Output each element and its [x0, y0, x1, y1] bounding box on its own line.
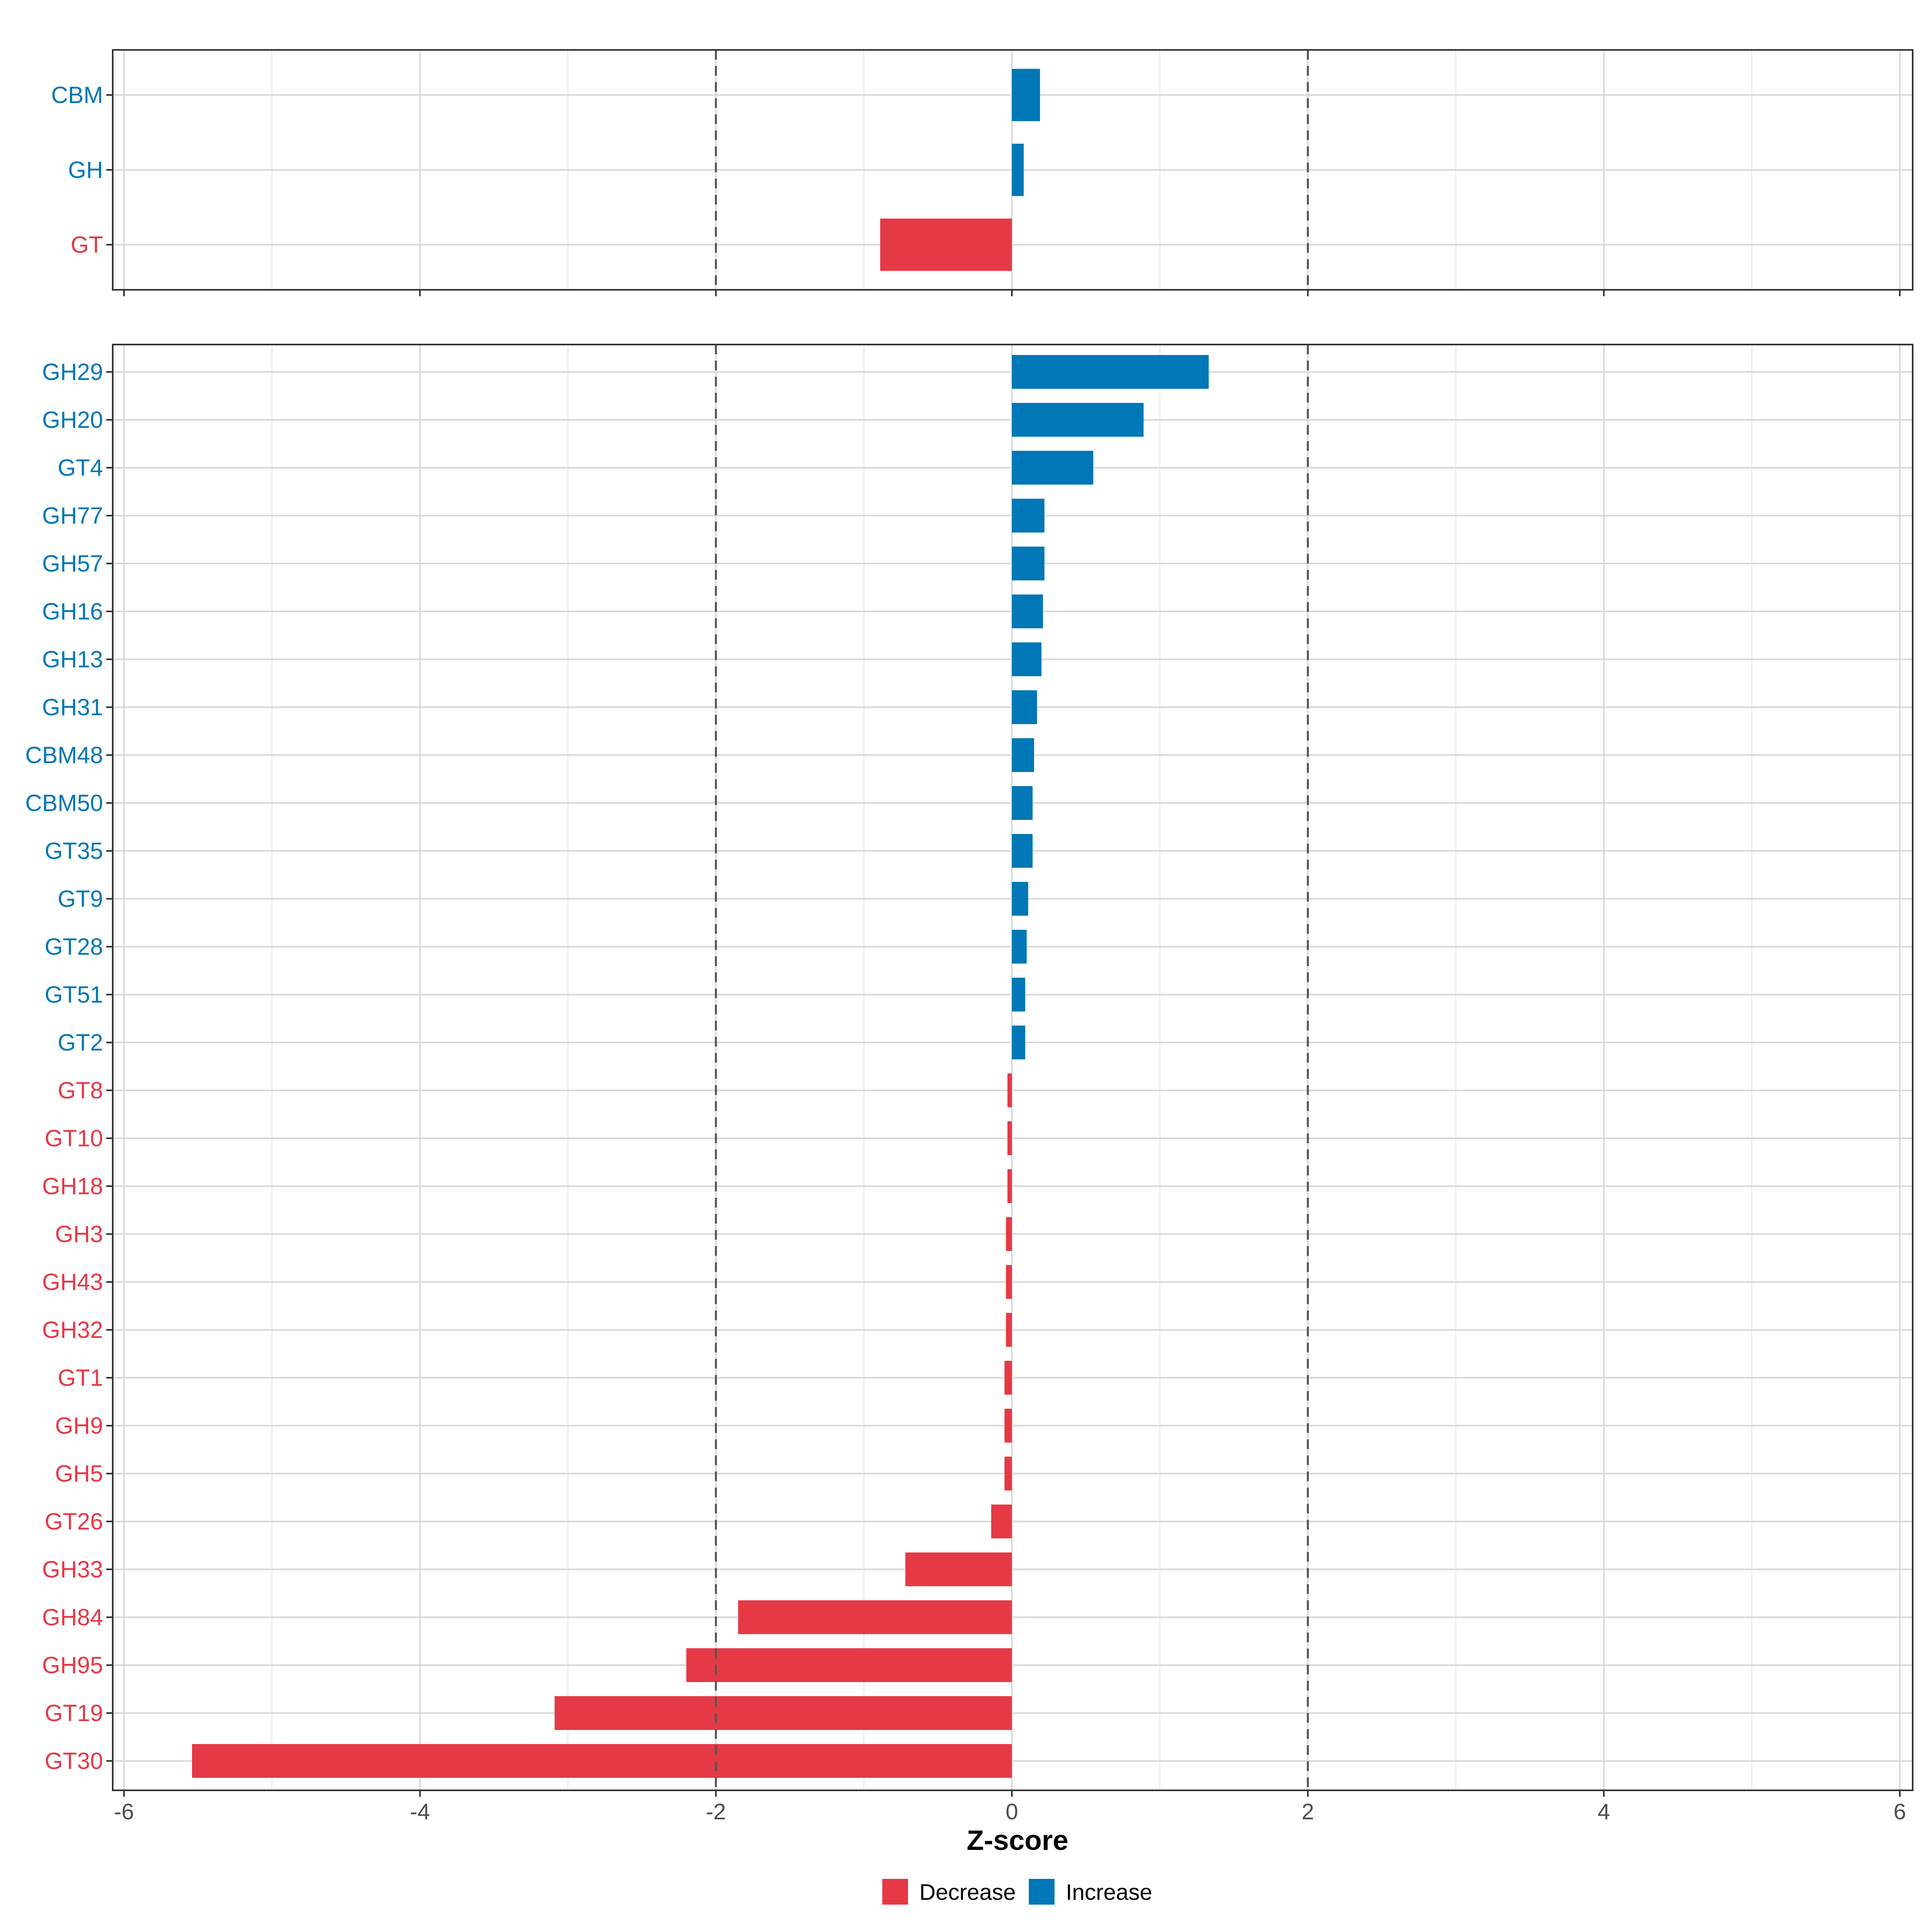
panel-class-level: CBM GH GT: [51, 49, 1913, 296]
bar-gt9: [1012, 882, 1028, 916]
bar-gt2: [1012, 1026, 1026, 1059]
category-label-gh32: GH32: [42, 1317, 103, 1343]
bar-gt: [880, 219, 1012, 271]
legend-swatch-decrease: [882, 1879, 908, 1905]
category-label-gt8: GT8: [58, 1077, 103, 1104]
category-label-gh16: GH16: [42, 599, 103, 625]
category-label-gh29: GH29: [42, 359, 103, 385]
category-label-gt4: GT4: [58, 455, 103, 481]
category-label-gt: GT: [70, 232, 103, 258]
bar-gt1: [1004, 1361, 1012, 1395]
legend-swatch-increase: [1029, 1879, 1055, 1905]
bar-gh13: [1012, 642, 1042, 676]
category-label-gh77: GH77: [42, 503, 103, 529]
x-tick-label: 2: [1302, 1799, 1314, 1824]
bar-gh33: [905, 1552, 1012, 1586]
category-label-gt28: GT28: [45, 934, 103, 960]
bar-gt26: [991, 1505, 1012, 1538]
bar-gh43: [1006, 1265, 1012, 1299]
category-label-gh13: GH13: [42, 646, 103, 673]
bar-gh57: [1012, 547, 1044, 580]
bar-gt4: [1012, 451, 1094, 485]
bar-gt35: [1012, 834, 1033, 868]
category-label-gh95: GH95: [42, 1652, 103, 1678]
category-label-gt1: GT1: [58, 1365, 103, 1391]
bar-cbm48: [1012, 738, 1034, 772]
category-label-gt30: GT30: [45, 1748, 103, 1774]
bar-gt51: [1012, 978, 1026, 1011]
x-tick-label: -2: [706, 1799, 726, 1824]
x-tick-label: 0: [1005, 1799, 1018, 1824]
bar-gh77: [1012, 499, 1044, 533]
bar-gh84: [738, 1600, 1012, 1634]
x-tick-label: -6: [114, 1799, 134, 1824]
category-label-gh31: GH31: [42, 694, 103, 720]
bar-gt19: [554, 1696, 1012, 1730]
category-label-gh18: GH18: [42, 1173, 103, 1199]
category-label-gh57: GH57: [42, 551, 103, 577]
x-tick-label: -4: [410, 1799, 430, 1824]
bar-gh29: [1012, 355, 1209, 389]
category-label-gh5: GH5: [55, 1461, 103, 1487]
category-label-gh84: GH84: [42, 1604, 103, 1631]
category-label-gt2: GT2: [58, 1030, 103, 1056]
category-label-gh: GH: [68, 157, 103, 183]
category-label-cbm48: CBM48: [25, 742, 103, 768]
panel-family-level: GH29 GH20 GT4 GH77 GH57 GH16 GH13 GH31 CBM48 CBM5…: [25, 344, 1913, 1797]
bar-cbm: [1012, 69, 1040, 121]
category-label-gh33: GH33: [42, 1556, 103, 1583]
x-tick-label: 6: [1893, 1799, 1906, 1824]
bar-gh3: [1006, 1217, 1012, 1251]
bar-gh5: [1004, 1457, 1012, 1490]
bar-gt30: [192, 1744, 1012, 1778]
x-axis: -6 -4 -2 0 2 4 6: [114, 1799, 1906, 1824]
legend-label-decrease: Decrease: [919, 1879, 1016, 1905]
category-label-gh43: GH43: [42, 1269, 103, 1295]
bar-gh18: [1007, 1169, 1012, 1203]
bar-gh16: [1012, 594, 1043, 628]
category-label-gt10: GT10: [45, 1125, 103, 1152]
bar-gh95: [686, 1648, 1012, 1682]
bar-gh32: [1006, 1313, 1012, 1347]
category-label-gt9: GT9: [58, 886, 103, 912]
category-label-gh9: GH9: [55, 1413, 103, 1439]
bar-gt28: [1012, 930, 1027, 964]
bar-gt8: [1007, 1073, 1012, 1107]
bar-gh: [1012, 144, 1024, 196]
category-label-gh20: GH20: [42, 407, 103, 433]
category-label-gt35: GT35: [45, 838, 103, 864]
bar-cbm50: [1012, 786, 1033, 820]
x-tick-label: 4: [1598, 1799, 1610, 1824]
legend: Decrease Increase: [882, 1879, 1152, 1905]
category-label-gh3: GH3: [55, 1221, 103, 1247]
category-label-cbm50: CBM50: [25, 790, 103, 816]
x-axis-title: Z-score: [967, 1825, 1069, 1856]
category-label-gt26: GT26: [45, 1509, 103, 1535]
category-label-gt51: GT51: [45, 982, 103, 1008]
category-label-gt19: GT19: [45, 1700, 103, 1726]
bar-gh9: [1004, 1409, 1012, 1443]
legend-label-increase: Increase: [1066, 1879, 1152, 1905]
bar-gh31: [1012, 690, 1037, 724]
category-label-cbm: CBM: [51, 82, 103, 108]
bar-gt10: [1007, 1121, 1012, 1155]
bar-gh20: [1012, 403, 1144, 437]
